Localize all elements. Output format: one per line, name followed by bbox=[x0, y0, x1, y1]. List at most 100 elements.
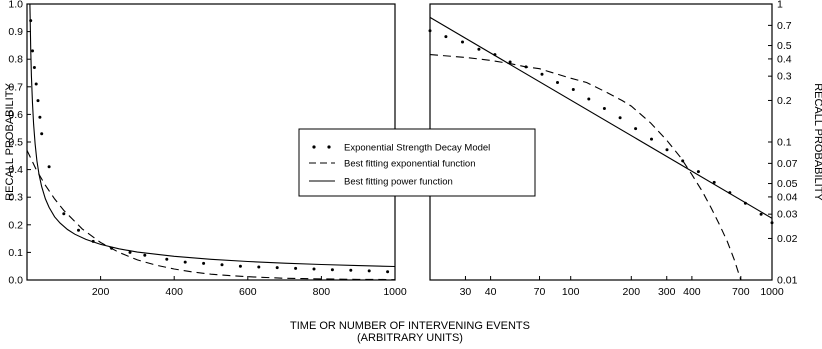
left-y-tick-label: 0.5 bbox=[8, 137, 23, 149]
right-y-tick-label: 0.03 bbox=[777, 209, 798, 221]
left-y-tick-label: 0.7 bbox=[8, 81, 23, 93]
left-x-tick-label: 1000 bbox=[383, 286, 407, 298]
left-model-point bbox=[34, 82, 38, 86]
right-model-point bbox=[696, 170, 700, 174]
left-model-point bbox=[349, 268, 353, 272]
right-y-tick-label: 0.1 bbox=[777, 137, 792, 149]
right-y-tick-label: 1 bbox=[777, 0, 783, 11]
left-y-tick-label: 0.1 bbox=[8, 247, 23, 259]
right-y-tick-label: 0.02 bbox=[777, 233, 798, 245]
left-x-tick-label: 600 bbox=[239, 286, 257, 298]
left-model-point bbox=[36, 99, 40, 103]
right-x-tick-label: 1000 bbox=[760, 286, 784, 298]
right-x-tick-label: 40 bbox=[485, 286, 497, 298]
right-model-point bbox=[602, 107, 606, 110]
left-y-tick-label: 0.4 bbox=[8, 164, 23, 176]
right-y-tick-label: 0.2 bbox=[777, 95, 792, 107]
legend-dot-2 bbox=[327, 145, 331, 149]
left-plot-series bbox=[26, 3, 396, 281]
left-model-point bbox=[128, 250, 132, 254]
right-model-point bbox=[571, 88, 575, 91]
right-y-axis-label: RECALL PROBABILITY bbox=[812, 83, 822, 201]
left-model-point bbox=[275, 266, 279, 270]
legend-item-dotted: Exponential Strength Decay Model bbox=[312, 143, 490, 154]
right-model-point bbox=[477, 47, 481, 51]
left-model-point bbox=[62, 212, 66, 216]
left-y-tick-label: 0.3 bbox=[8, 192, 23, 204]
legend-item-dashed: Best fitting exponential function bbox=[309, 159, 476, 170]
left-y-tick-label: 1.0 bbox=[8, 0, 23, 11]
left-model-point bbox=[294, 266, 298, 270]
left-model-point bbox=[183, 260, 187, 264]
right-y-tick-label: 0.01 bbox=[777, 275, 798, 287]
right-power-fit-line bbox=[429, 16, 773, 219]
legend-item-solid: Best fitting power function bbox=[309, 177, 453, 188]
right-model-point bbox=[444, 35, 448, 39]
right-model-point bbox=[618, 116, 622, 120]
left-y-tick-label: 0.6 bbox=[8, 109, 23, 121]
right-x-tick-label: 300 bbox=[658, 286, 676, 298]
right-model-point bbox=[556, 81, 559, 84]
left-y-tick-label: 0.9 bbox=[8, 26, 23, 38]
right-model-point bbox=[587, 97, 591, 101]
left-x-tick-label: 200 bbox=[92, 286, 110, 298]
right-y-tick-label: 0.07 bbox=[777, 158, 798, 170]
right-model-point bbox=[712, 180, 716, 184]
legend-label-power: Best fitting power function bbox=[344, 177, 453, 188]
x-axis-label-line1: TIME OR NUMBER OF INTERVENING EVENTS bbox=[290, 320, 530, 332]
x-axis-label-line2: (ARBITRARY UNITS) bbox=[357, 332, 463, 344]
legend-label-model: Exponential Strength Decay Model bbox=[344, 143, 490, 154]
right-model-point bbox=[508, 60, 512, 64]
right-y-tick-label: 0.3 bbox=[777, 71, 792, 83]
right-plot-series bbox=[428, 16, 774, 281]
left-model-point bbox=[367, 269, 371, 273]
left-model-point bbox=[238, 264, 242, 268]
right-model-point bbox=[759, 212, 763, 216]
left-model-point bbox=[47, 165, 51, 169]
right-x-tick-label: 700 bbox=[732, 286, 750, 298]
right-y-tick-label: 0.7 bbox=[777, 20, 792, 32]
left-y-axis-label: RECALL PROBABILITY bbox=[4, 83, 16, 201]
left-model-point bbox=[386, 270, 390, 274]
right-model-point bbox=[650, 137, 653, 141]
right-model-point bbox=[461, 40, 464, 44]
left-x-tick-label: 800 bbox=[313, 286, 331, 298]
left-model-point bbox=[202, 261, 206, 265]
left-model-point bbox=[31, 49, 34, 53]
left-model-point bbox=[77, 228, 80, 232]
left-exponential-fit-line bbox=[26, 150, 396, 281]
right-x-tick-label: 30 bbox=[460, 286, 472, 298]
right-x-tick-label: 70 bbox=[534, 286, 546, 298]
left-model-point bbox=[220, 263, 224, 267]
left-y-tick-label: 0.2 bbox=[8, 219, 23, 231]
right-model-point bbox=[540, 72, 544, 76]
right-model-point bbox=[634, 127, 638, 131]
left-y-tick-label: 0.8 bbox=[8, 54, 23, 66]
left-x-tick-label: 400 bbox=[165, 286, 183, 298]
left-model-point bbox=[40, 132, 44, 136]
left-model-point bbox=[165, 257, 169, 261]
right-model-point bbox=[428, 29, 432, 33]
left-model-point bbox=[330, 268, 334, 272]
right-model-point bbox=[770, 221, 774, 225]
legend-dot-1 bbox=[312, 145, 316, 149]
left-model-point bbox=[312, 267, 316, 271]
right-x-tick-label: 400 bbox=[683, 286, 701, 298]
left-model-point bbox=[38, 115, 42, 119]
left-power-fit-line bbox=[29, 3, 396, 268]
left-model-point bbox=[257, 265, 261, 269]
right-y-tick-label: 0.05 bbox=[777, 178, 798, 190]
legend-label-exponential: Best fitting exponential function bbox=[344, 159, 476, 170]
right-axis-ticks: 1 0.7 0.50.4 0.3 0.2 0.1 0.07 0.050.04 0.03 0.02 0… bbox=[460, 0, 798, 298]
left-model-point bbox=[32, 66, 36, 69]
right-y-tick-label: 0.4 bbox=[777, 53, 792, 65]
legend: Exponential Strength Decay Model Best fi… bbox=[298, 128, 536, 197]
left-model-point bbox=[143, 253, 147, 257]
right-y-tick-label: 0.5 bbox=[777, 40, 792, 52]
left-y-tick-label: 0.0 bbox=[8, 275, 23, 287]
legend-box bbox=[298, 128, 536, 197]
right-x-tick-label: 200 bbox=[623, 286, 641, 298]
right-y-tick-label: 0.04 bbox=[777, 191, 798, 203]
right-x-tick-label: 100 bbox=[562, 286, 580, 298]
